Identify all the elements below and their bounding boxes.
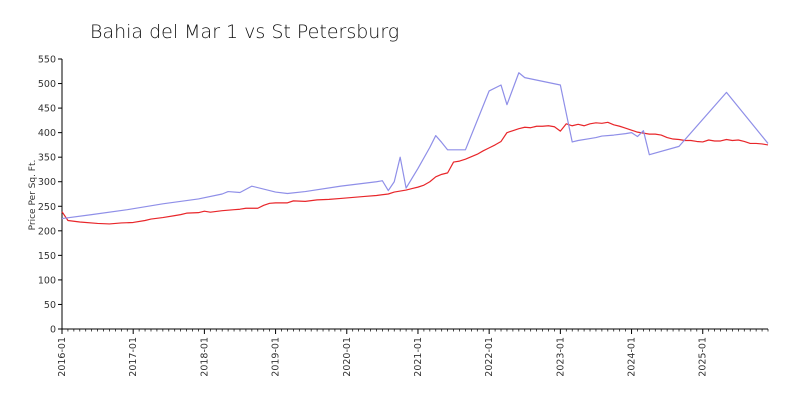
series-line-1 xyxy=(61,121,769,225)
x-tick-label: 2017-01 xyxy=(128,337,139,377)
series-lines xyxy=(61,72,769,225)
y-tick-label: 500 xyxy=(38,79,56,90)
y-axis: 0 50 100 150 200 250 300 350 400 450 500 550 xyxy=(38,55,63,336)
y-tick-label: 0 xyxy=(50,325,56,336)
series-line-2 xyxy=(61,72,769,220)
y-tick-label: 100 xyxy=(38,275,56,286)
y-tick-label: 450 xyxy=(38,104,56,115)
y-tick-label: 400 xyxy=(38,128,56,139)
x-axis: 2016-01 2017-01 2018-01 2019-01 2020-01 2021-… xyxy=(57,328,769,377)
y-tick-label: 300 xyxy=(38,177,56,188)
y-tick-label: 550 xyxy=(38,55,56,66)
y-tick-label: 150 xyxy=(38,251,56,262)
y-tick-label: 350 xyxy=(38,153,56,164)
x-tick-label: 2020-01 xyxy=(342,337,353,377)
y-tick-label: 200 xyxy=(38,226,56,237)
chart-title: Bahia del Mar 1 vs St Petersburg xyxy=(90,21,399,43)
x-tick-label: 2025-01 xyxy=(698,337,709,377)
x-tick-label: 2023-01 xyxy=(555,337,566,377)
y-tick-label: 50 xyxy=(44,300,56,311)
x-tick-label: 2016-01 xyxy=(57,337,68,377)
x-tick-label: 2022-01 xyxy=(484,337,495,377)
x-tick-label: 2018-01 xyxy=(199,337,210,377)
y-axis-label: Price Per Sq. Ft. xyxy=(28,160,38,231)
x-tick-label: 2024-01 xyxy=(627,337,638,377)
x-tick-label: 2021-01 xyxy=(413,337,424,377)
y-tick-label: 250 xyxy=(38,202,56,213)
x-tick-label: 2019-01 xyxy=(271,337,282,377)
